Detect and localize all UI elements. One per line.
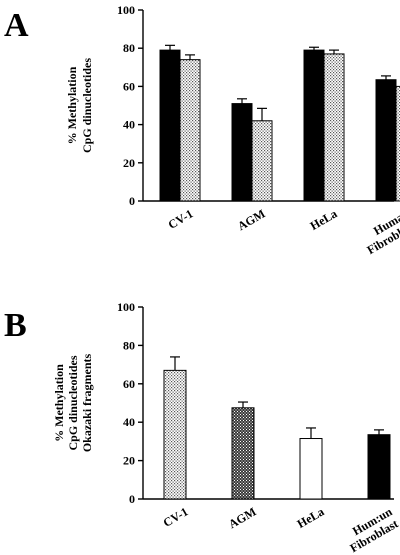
y-tick-label: 60 [123,377,135,391]
bar [179,59,201,202]
bar [251,120,273,202]
bar [299,438,323,500]
y-axis-label: % Methylation [52,364,66,442]
y-axis-label: Okazaki fragments [80,354,94,453]
y-axis-label: CpG dinucleotides [80,58,94,153]
y-axis-label: CpG dinucleotides [66,355,80,450]
category-label: CV-1 [166,206,196,231]
y-tick-label: 60 [123,79,135,93]
category-label: HeLa [308,206,340,232]
bar [395,85,400,202]
panel-letter: A [4,7,29,44]
bar [367,434,391,500]
chart-panel-a: A 0 20 40 60 80 100 % Methylation CpG dinucleoti… [4,3,400,257]
y-tick-label: 80 [123,338,135,352]
y-tick-label: 20 [123,454,135,468]
category-label: AGM [235,206,267,233]
bar [231,407,255,500]
y-axis-label: % Methylation [65,66,79,144]
y-tick-label: 20 [123,156,135,170]
category-label: AGM [226,504,258,531]
bar [375,79,397,202]
bar [231,103,253,202]
chart-panel-b: B 0 20 40 60 80 100 % Methylation CpG dinucleoti… [4,300,400,555]
bar [303,49,325,202]
bar [163,369,187,500]
y-tick-label: 100 [117,3,135,17]
category-label: HeLa [295,504,327,530]
y-tick-label: 80 [123,41,135,55]
y-tick-label: 40 [123,415,135,429]
bar [323,53,345,202]
panel-letter: B [4,307,27,344]
y-tick-label: 40 [123,118,135,132]
y-tick-label: 100 [117,300,135,314]
bar [159,49,181,202]
category-label: CV-1 [161,504,191,529]
y-tick-label: 0 [129,194,135,208]
y-tick-label: 0 [129,492,135,506]
